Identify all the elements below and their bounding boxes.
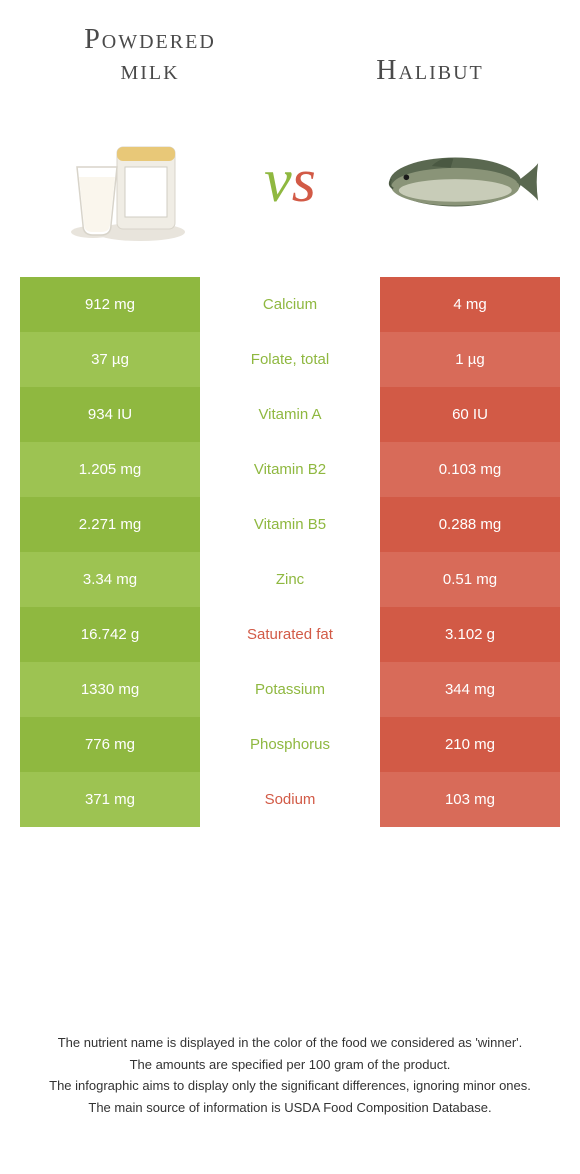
left-value: 3.34 mg — [20, 552, 200, 607]
nutrient-label: Saturated fat — [200, 607, 380, 662]
vs-s: s — [292, 146, 316, 217]
table-row: 16.742 gSaturated fat3.102 g — [20, 607, 560, 662]
table-row: 37 µgFolate, total1 µg — [20, 332, 560, 387]
left-value: 776 mg — [20, 717, 200, 772]
vs-v: v — [264, 146, 292, 217]
right-value: 60 IU — [380, 387, 560, 442]
right-value: 1 µg — [380, 332, 560, 387]
left-food-image — [40, 112, 200, 252]
nutrient-label: Calcium — [200, 277, 380, 332]
right-value: 210 mg — [380, 717, 560, 772]
right-title: Halibut — [376, 55, 484, 86]
table-row: 934 IUVitamin A60 IU — [20, 387, 560, 442]
right-food-image — [380, 112, 540, 252]
footer-line2: The amounts are specified per 100 gram o… — [40, 1055, 540, 1075]
right-value: 103 mg — [380, 772, 560, 827]
right-value: 344 mg — [380, 662, 560, 717]
table-row: 371 mgSodium103 mg — [20, 772, 560, 827]
nutrient-label: Vitamin B5 — [200, 497, 380, 552]
left-value: 934 IU — [20, 387, 200, 442]
left-value: 16.742 g — [20, 607, 200, 662]
left-value: 371 mg — [20, 772, 200, 827]
table-row: 3.34 mgZinc0.51 mg — [20, 552, 560, 607]
right-value: 0.103 mg — [380, 442, 560, 497]
nutrient-label: Potassium — [200, 662, 380, 717]
table-row: 912 mgCalcium4 mg — [20, 277, 560, 332]
footer-line4: The main source of information is USDA F… — [40, 1098, 540, 1118]
left-value: 912 mg — [20, 277, 200, 332]
vs-label: vs — [264, 146, 316, 217]
right-value: 3.102 g — [380, 607, 560, 662]
nutrient-label: Folate, total — [200, 332, 380, 387]
table-row: 1.205 mgVitamin B20.103 mg — [20, 442, 560, 497]
left-value: 1.205 mg — [20, 442, 200, 497]
header: Powdered milk Halibut — [0, 0, 580, 97]
left-title-line1: Powdered — [84, 24, 216, 55]
left-title-line2: milk — [120, 55, 179, 86]
right-food-title: Halibut — [330, 25, 530, 87]
right-value: 4 mg — [380, 277, 560, 332]
nutrient-label: Vitamin A — [200, 387, 380, 442]
table-row: 2.271 mgVitamin B50.288 mg — [20, 497, 560, 552]
left-value: 37 µg — [20, 332, 200, 387]
footer-notes: The nutrient name is displayed in the co… — [0, 1033, 580, 1119]
nutrient-label: Vitamin B2 — [200, 442, 380, 497]
table-row: 776 mgPhosphorus210 mg — [20, 717, 560, 772]
nutrient-label: Zinc — [200, 552, 380, 607]
right-value: 0.288 mg — [380, 497, 560, 552]
footer-line1: The nutrient name is displayed in the co… — [40, 1033, 540, 1053]
right-value: 0.51 mg — [380, 552, 560, 607]
left-food-title: Powdered milk — [50, 25, 250, 87]
left-value: 2.271 mg — [20, 497, 200, 552]
table-row: 1330 mgPotassium344 mg — [20, 662, 560, 717]
vs-row: vs — [0, 97, 580, 267]
nutrient-label: Sodium — [200, 772, 380, 827]
comparison-table: 912 mgCalcium4 mg37 µgFolate, total1 µg9… — [20, 277, 560, 827]
footer-line3: The infographic aims to display only the… — [40, 1076, 540, 1096]
nutrient-label: Phosphorus — [200, 717, 380, 772]
left-value: 1330 mg — [20, 662, 200, 717]
